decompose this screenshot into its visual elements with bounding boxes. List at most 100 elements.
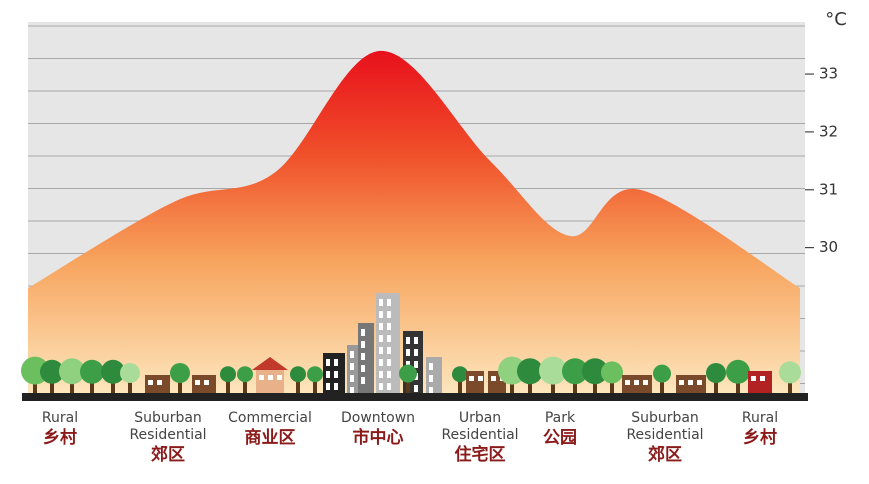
window bbox=[361, 353, 365, 360]
building bbox=[426, 357, 442, 393]
category-name: Rural bbox=[41, 410, 79, 426]
window bbox=[760, 376, 765, 381]
window bbox=[326, 371, 330, 378]
category-label: Park 公园 bbox=[510, 410, 610, 449]
window bbox=[195, 380, 200, 385]
window bbox=[634, 380, 639, 385]
category-name-zh: 住宅区 bbox=[454, 445, 506, 465]
category-label: Rural 乡村 bbox=[710, 410, 810, 449]
window bbox=[350, 387, 354, 394]
house bbox=[748, 371, 772, 393]
category-label: Downtown 市中心 bbox=[328, 410, 428, 449]
window bbox=[379, 335, 383, 342]
house bbox=[466, 371, 484, 393]
category-name-zh: 郊区 bbox=[648, 445, 682, 465]
tree-trunk bbox=[610, 379, 614, 393]
window bbox=[491, 376, 496, 381]
tree-trunk bbox=[70, 379, 74, 393]
window bbox=[387, 347, 391, 354]
category-label: Suburban Residential 郊区 bbox=[615, 410, 715, 466]
y-axis-title: °C bbox=[825, 9, 847, 30]
category-name-zh: 商业区 bbox=[244, 428, 296, 448]
window bbox=[379, 383, 383, 390]
window bbox=[643, 380, 648, 385]
tree bbox=[290, 366, 306, 383]
tree-trunk bbox=[528, 379, 532, 393]
window bbox=[387, 299, 391, 306]
tree bbox=[779, 361, 801, 384]
window bbox=[406, 337, 410, 344]
category-label: Commercial 商业区 bbox=[220, 410, 320, 449]
tree-trunk bbox=[243, 379, 247, 393]
tree-trunk bbox=[50, 379, 54, 393]
tree bbox=[120, 363, 140, 383]
tree bbox=[726, 359, 750, 384]
tree bbox=[59, 358, 85, 385]
category-name: Suburban Residential bbox=[626, 410, 704, 443]
category-label: Suburban Residential 郊区 bbox=[118, 410, 218, 466]
tree bbox=[40, 359, 64, 384]
window bbox=[429, 375, 433, 382]
tree bbox=[170, 363, 190, 383]
category-name-zh: 乡村 bbox=[743, 428, 777, 448]
category-label: Urban Residential 住宅区 bbox=[430, 410, 530, 466]
category-name: Commercial bbox=[228, 410, 312, 426]
window bbox=[387, 311, 391, 318]
tree-trunk bbox=[178, 379, 182, 393]
window bbox=[414, 361, 418, 368]
category-name-zh: 公园 bbox=[543, 428, 577, 448]
y-tick-label: 30 bbox=[819, 238, 838, 256]
category-name-zh: 郊区 bbox=[151, 445, 185, 465]
window bbox=[379, 347, 383, 354]
tree-trunk bbox=[128, 379, 132, 393]
tree-trunk bbox=[714, 379, 718, 393]
window bbox=[625, 380, 630, 385]
ground bbox=[22, 393, 808, 401]
y-tick-label: 31 bbox=[819, 180, 838, 198]
category-label: Rural 乡村 bbox=[10, 410, 110, 449]
window bbox=[429, 387, 433, 394]
window bbox=[379, 371, 383, 378]
window bbox=[414, 385, 418, 392]
window bbox=[697, 380, 702, 385]
tree bbox=[307, 366, 323, 383]
window bbox=[326, 359, 330, 366]
window bbox=[379, 323, 383, 330]
tree-trunk bbox=[510, 379, 514, 393]
window bbox=[268, 375, 273, 380]
window bbox=[406, 361, 410, 368]
window bbox=[429, 363, 433, 370]
tree-trunk bbox=[458, 379, 462, 393]
window bbox=[326, 383, 330, 390]
window bbox=[478, 376, 483, 381]
tree bbox=[237, 366, 253, 383]
window bbox=[361, 341, 365, 348]
category-name: Suburban Residential bbox=[129, 410, 207, 443]
tree bbox=[517, 358, 543, 385]
tree-trunk bbox=[660, 379, 664, 393]
tree bbox=[220, 366, 236, 383]
tree-trunk bbox=[736, 379, 740, 393]
window bbox=[414, 337, 418, 344]
window bbox=[469, 376, 474, 381]
tree-trunk bbox=[33, 379, 37, 393]
window bbox=[414, 349, 418, 356]
window bbox=[350, 363, 354, 370]
tree-trunk bbox=[551, 379, 555, 393]
tree-trunk bbox=[226, 379, 230, 393]
window bbox=[361, 365, 365, 372]
window bbox=[204, 380, 209, 385]
tree-trunk bbox=[296, 379, 300, 393]
window bbox=[406, 349, 410, 356]
tree-trunk bbox=[406, 379, 410, 393]
window bbox=[350, 351, 354, 358]
roof bbox=[252, 357, 288, 370]
window bbox=[277, 375, 282, 380]
window bbox=[259, 375, 264, 380]
y-tick-label: 32 bbox=[819, 122, 838, 140]
window bbox=[379, 311, 383, 318]
building bbox=[358, 323, 374, 393]
category-name-zh: 市中心 bbox=[352, 428, 404, 448]
